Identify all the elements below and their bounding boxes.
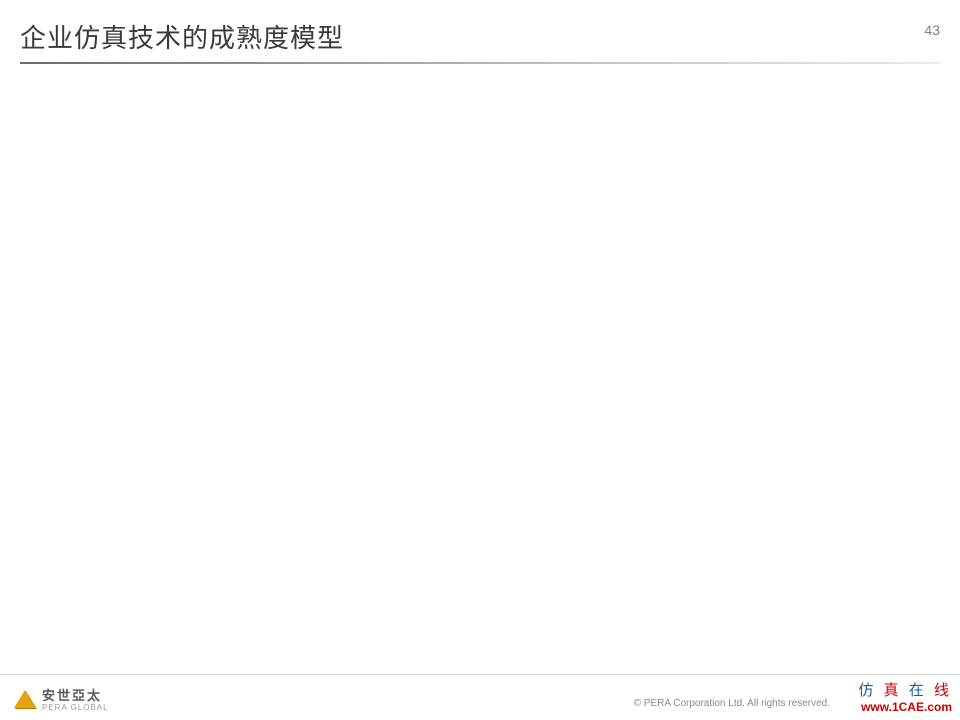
wm-char-1: 仿: [858, 682, 876, 699]
trend-arrow: [0, 0, 960, 720]
watermark-right-top: 仿 真 在 线: [858, 679, 952, 700]
footer-logo: 安世亞太 PERA GLOBAL: [14, 685, 109, 712]
wm-char-4: 线: [934, 682, 952, 699]
wm-char-3: 在: [909, 682, 927, 699]
footer: 安世亞太 PERA GLOBAL © PERA Corporation Ltd.…: [0, 674, 960, 720]
logo-text-cn: 安世亞太: [42, 688, 102, 703]
logo-text: 安世亞太 PERA GLOBAL: [42, 685, 109, 712]
copyright: © PERA Corporation Ltd. All rights reser…: [634, 698, 830, 710]
logo-text-en: PERA GLOBAL: [42, 703, 109, 712]
watermark-right-url: www.1CAE.com: [858, 700, 952, 714]
logo-triangle-icon: [14, 690, 36, 708]
wm-char-2: 真: [884, 682, 902, 699]
slide: 企业仿真技术的成熟度模型 43 安世亞太 PERA GLOBAL ©: [0, 0, 960, 720]
watermark-right: 仿 真 在 线 www.1CAE.com: [858, 679, 952, 714]
